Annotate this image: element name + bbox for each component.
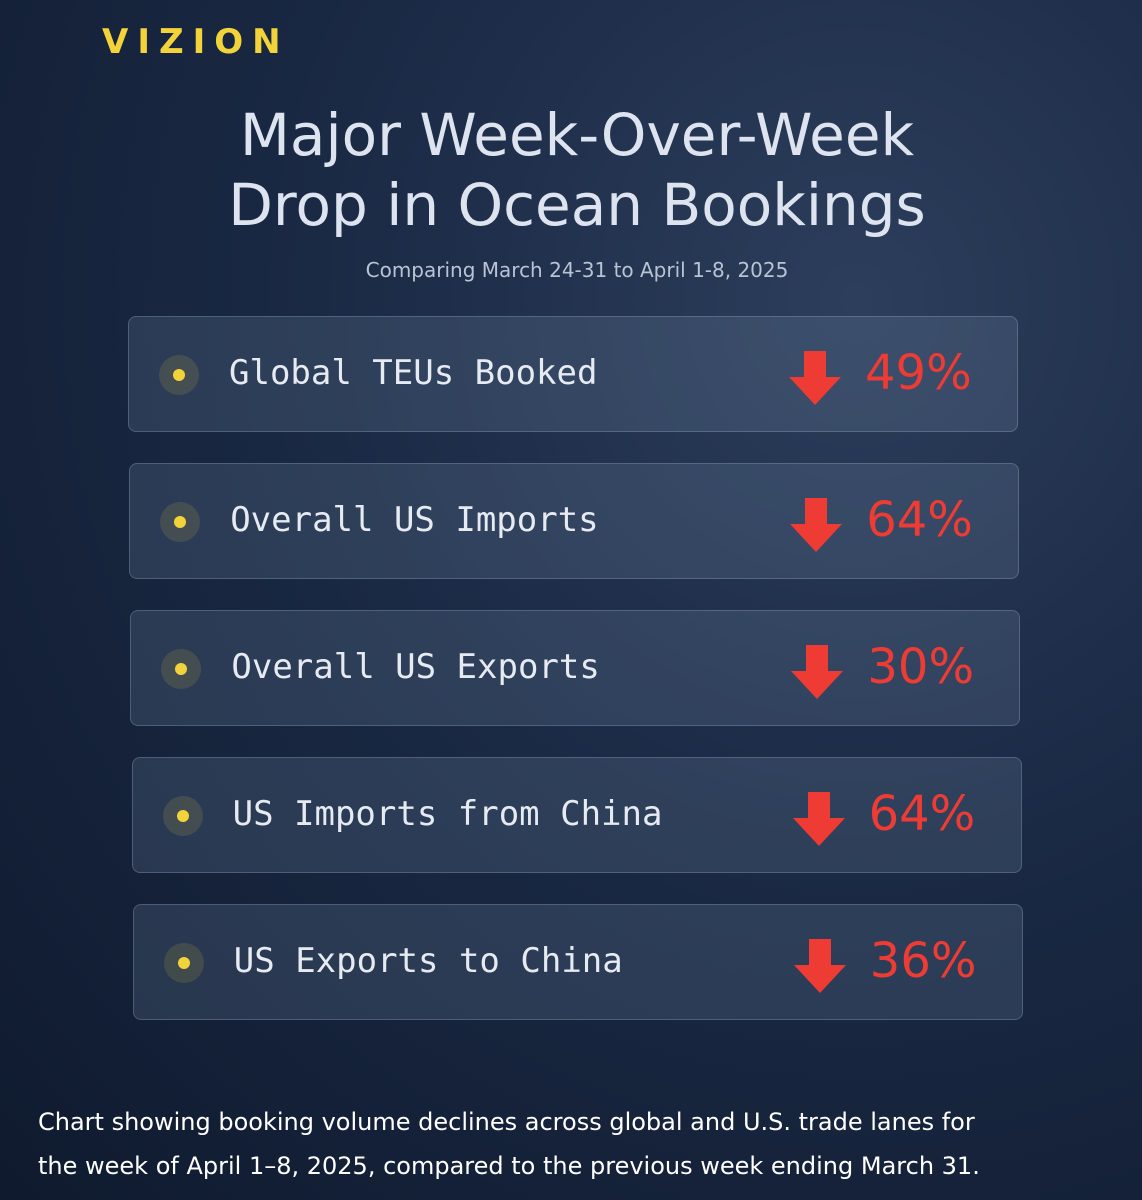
- stat-card: Global TEUs Booked 49%: [128, 316, 1018, 432]
- caption: the week of April 1–8, 2025, compared to…: [38, 1152, 980, 1180]
- bullet: [163, 943, 204, 983]
- stat-card: Overall US Exports 30%: [130, 610, 1021, 726]
- arrow-icon: [789, 351, 841, 405]
- stat-card: US Exports to China 36%: [132, 904, 1023, 1020]
- stat-value: 36%: [869, 933, 977, 989]
- bullet: [161, 649, 202, 689]
- subtitle: Comparing March 24-31 to April 1-8, 2025: [365, 258, 789, 282]
- bullet: [162, 796, 203, 836]
- bullet: [159, 355, 199, 395]
- title: Major Week-Over-Week: [239, 101, 915, 169]
- stat-label: US Exports to China: [233, 941, 623, 981]
- brand: VIZION: [102, 22, 290, 62]
- arrow-icon: [793, 939, 846, 993]
- stat-label: Overall US Exports: [231, 647, 600, 687]
- down-arrow: [787, 641, 847, 705]
- caption: Chart showing booking volume declines ac…: [38, 1108, 975, 1136]
- arrow-icon: [790, 498, 843, 552]
- stat-label: Overall US Imports: [230, 500, 599, 540]
- stat-value: 49%: [865, 345, 972, 401]
- stat-card: US Imports from China 64%: [131, 757, 1022, 873]
- down-arrow: [785, 347, 845, 411]
- down-arrow: [789, 788, 849, 852]
- stat-card: Overall US Imports 64%: [129, 463, 1020, 579]
- arrow-icon: [792, 792, 845, 846]
- down-arrow: [786, 494, 846, 558]
- stat-label: US Imports from China: [232, 794, 663, 834]
- arrow-icon: [791, 645, 844, 699]
- stat-value: 64%: [866, 492, 973, 548]
- stat-label: Global TEUs Booked: [229, 353, 598, 393]
- bullet: [160, 502, 201, 542]
- down-arrow: [790, 935, 850, 999]
- stat-value: 30%: [867, 639, 975, 695]
- stat-value: 64%: [868, 786, 976, 842]
- title: Drop in Ocean Bookings: [228, 171, 926, 239]
